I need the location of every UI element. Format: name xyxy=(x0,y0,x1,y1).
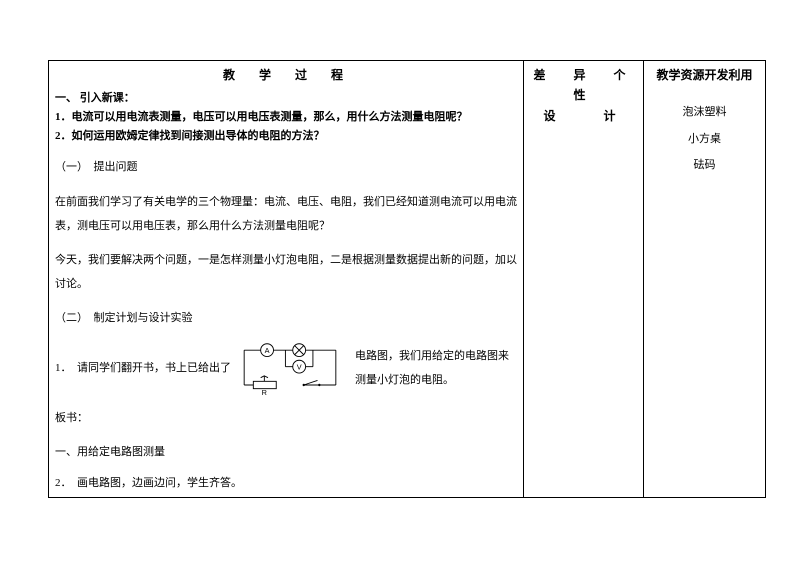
right-column: 教学资源开发利用 泡沫塑料 小方桌 砝码 xyxy=(644,61,766,498)
voltmeter-label: V xyxy=(297,362,302,371)
resources-title: 教学资源开发利用 xyxy=(650,65,759,85)
circuit-line: 1． 请同学们翻开书，书上已给出了 A xyxy=(55,341,517,396)
resistor-label: R xyxy=(262,388,267,396)
resource-item: 泡沫塑料 xyxy=(650,99,759,125)
intro-heading: 一、 引入新课： xyxy=(55,89,517,108)
resources-list: 泡沫塑料 小方桌 砝码 xyxy=(650,85,759,178)
ammeter-label: A xyxy=(265,345,270,354)
resource-item: 小方桌 xyxy=(650,126,759,152)
board-item-2: 2． 画电路图，边画边问，学生齐答。 xyxy=(55,474,517,493)
left-column: 教 学 过 程 一、 引入新课： 1．电流可以用电流表测量，电压可以用电压表测量… xyxy=(49,61,524,498)
intro-q1: 1．电流可以用电流表测量，电压可以用电压表测量，那么，用什么方法测量电阻呢？ xyxy=(55,108,517,127)
lesson-plan-table: 教 学 过 程 一、 引入新课： 1．电流可以用电流表测量，电压可以用电压表测量… xyxy=(48,60,766,498)
board-label: 板书： xyxy=(55,406,517,430)
circuit-diagram-icon: A V R xyxy=(235,341,345,396)
diff-individual-title-l1: 差 异 个 性 xyxy=(530,65,637,106)
mid-column: 差 异 个 性 设 计 xyxy=(524,61,644,498)
teaching-process-title: 教 学 过 程 xyxy=(55,65,517,89)
circuit-text-right: 电路图，我们用给定的电路图来测量小灯泡的电阻。 xyxy=(349,344,517,392)
board-item-1: 一、用给定电路图测量 xyxy=(55,440,517,464)
section1-p1: 在前面我们学习了有关电学的三个物理量：电流、电压、电阻，我们已经知道测电流可以用… xyxy=(55,190,517,238)
resource-item: 砝码 xyxy=(650,152,759,178)
section1-p2: 今天，我们要解决两个问题，一是怎样测量小灯泡电阻，二是根据测量数据提出新的问题，… xyxy=(55,248,517,296)
circuit-text-left: 1． 请同学们翻开书，书上已给出了 xyxy=(55,356,231,380)
section1-heading: （一） 提出问题 xyxy=(55,155,517,179)
diff-individual-title-l2: 设 计 xyxy=(530,106,637,126)
section2-heading: （二） 制定计划与设计实验 xyxy=(55,306,517,330)
intro-q2: 2．如何运用欧姆定律找到间接测出导体的电阻的方法？ xyxy=(55,127,517,146)
